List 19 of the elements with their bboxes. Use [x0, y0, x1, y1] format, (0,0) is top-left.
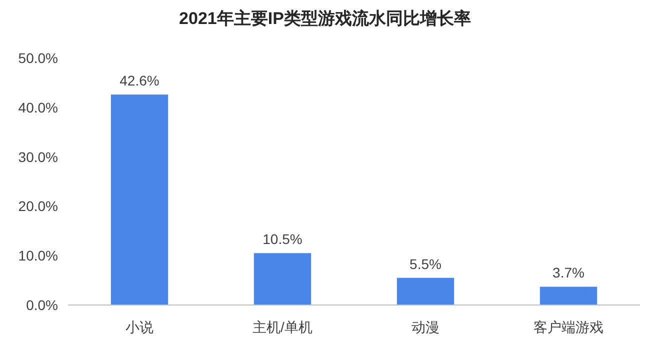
- y-tick-label: 20.0%: [18, 198, 58, 214]
- y-tick-label: 40.0%: [18, 99, 58, 116]
- bar: [110, 94, 168, 305]
- chart-title: 2021年主要IP类型游戏流水同比增长率: [179, 9, 471, 28]
- x-tick-label: 小说: [126, 319, 154, 335]
- bar: [540, 286, 598, 305]
- x-tick-label: 动漫: [412, 319, 440, 335]
- x-tick-label: 主机/单机: [252, 319, 312, 335]
- y-tick-label: 0.0%: [26, 297, 58, 313]
- bar: [254, 253, 312, 305]
- y-tick-label: 30.0%: [18, 148, 58, 165]
- y-tick-label: 10.0%: [18, 248, 58, 264]
- data-label: 5.5%: [410, 256, 442, 272]
- data-label: 10.5%: [262, 231, 302, 248]
- bar: [396, 278, 454, 305]
- data-label: 3.7%: [552, 264, 584, 281]
- y-tick-label: 50.0%: [18, 50, 58, 66]
- data-label: 42.6%: [120, 72, 160, 89]
- x-tick-label: 客户端游戏: [534, 319, 604, 335]
